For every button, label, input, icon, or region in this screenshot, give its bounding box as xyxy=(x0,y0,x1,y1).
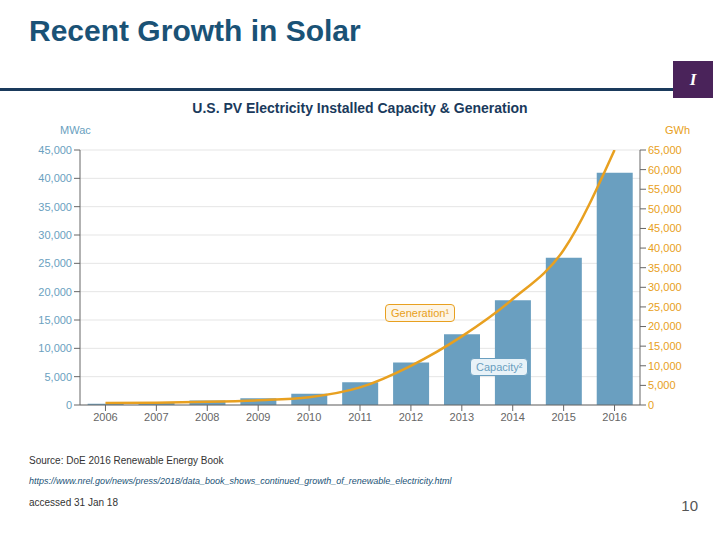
html-text:Source: DoE 2016 Renewable Ene: Source: DoE 2016 Renewable Energy Book xyxy=(29,455,224,466)
svg-text:2012: 2012 xyxy=(399,411,423,423)
svg-text:40,000: 40,000 xyxy=(648,242,682,254)
svg-text:15,000: 15,000 xyxy=(38,314,72,326)
svg-text:15,000: 15,000 xyxy=(648,340,682,352)
svg-text:2006: 2006 xyxy=(93,411,117,423)
svg-text:30,000: 30,000 xyxy=(648,281,682,293)
svg-text:2008: 2008 xyxy=(195,411,219,423)
svg-text:25,000: 25,000 xyxy=(38,257,72,269)
svg-text:40,000: 40,000 xyxy=(38,172,72,184)
svg-text:50,000: 50,000 xyxy=(648,203,682,215)
svg-text:2015: 2015 xyxy=(551,411,575,423)
svg-text:20,000: 20,000 xyxy=(648,320,682,332)
svg-text:45,000: 45,000 xyxy=(38,144,72,156)
svg-text:0: 0 xyxy=(66,399,72,411)
svg-text:2016: 2016 xyxy=(602,411,626,423)
svg-text:5,000: 5,000 xyxy=(648,379,676,391)
svg-text:5,000: 5,000 xyxy=(44,371,72,383)
html-text:Capacity²: Capacity² xyxy=(476,361,523,373)
svg-text:65,000: 65,000 xyxy=(648,144,682,156)
svg-text:30,000: 30,000 xyxy=(38,229,72,241)
svg-text:60,000: 60,000 xyxy=(648,164,682,176)
svg-text:55,000: 55,000 xyxy=(648,183,682,195)
svg-text:2009: 2009 xyxy=(246,411,270,423)
html-text:MWac: MWac xyxy=(60,124,91,136)
html-text:GWh: GWh xyxy=(664,124,690,136)
svg-text:45,000: 45,000 xyxy=(648,222,682,234)
svg-text:35,000: 35,000 xyxy=(648,262,682,274)
svg-text:25,000: 25,000 xyxy=(648,301,682,313)
html-text:Recent Growth in Solar: Recent Growth in Solar xyxy=(29,14,361,47)
html-text:I: I xyxy=(689,69,697,89)
svg-text:2007: 2007 xyxy=(144,411,168,423)
svg-text:2010: 2010 xyxy=(297,411,321,423)
svg-text:10,000: 10,000 xyxy=(648,360,682,372)
html-text:accessed 31 Jan 18: accessed 31 Jan 18 xyxy=(29,497,118,508)
svg-text:2014: 2014 xyxy=(500,411,524,423)
svg-text:20,000: 20,000 xyxy=(38,286,72,298)
svg-text:2013: 2013 xyxy=(450,411,474,423)
svg-text:35,000: 35,000 xyxy=(38,201,72,213)
svg-text:2011: 2011 xyxy=(348,411,372,423)
html-text:U.S. PV Electricity Installed: U.S. PV Electricity Installed Capacity &… xyxy=(192,100,528,116)
svg-text:0: 0 xyxy=(648,399,654,411)
html-text:10: 10 xyxy=(681,497,698,514)
html-text:Generation¹: Generation¹ xyxy=(391,307,450,319)
html-text:https://www.nrel.gov/news/pres: https://www.nrel.gov/news/press/2018/dat… xyxy=(29,476,452,486)
svg-text:10,000: 10,000 xyxy=(38,342,72,354)
